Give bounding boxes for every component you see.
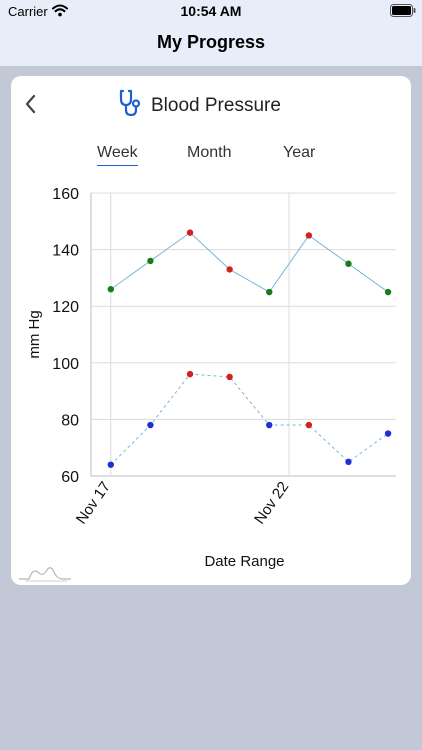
card-title: Blood Pressure: [151, 95, 281, 116]
x-tick-label: Nov 17: [73, 479, 114, 528]
diastolic-data-point: [107, 461, 115, 468]
diastolic-data-point: [226, 373, 233, 381]
nav-bar: My Progress: [0, 24, 422, 66]
y-axis-title: mm Hg: [26, 310, 43, 358]
y-tick-label: 120: [52, 299, 79, 316]
systolic-data-point: [345, 260, 352, 267]
status-time: 10:54 AM: [180, 3, 242, 19]
carrier-label: Carrier: [8, 4, 48, 19]
diastolic-data-point: [266, 421, 273, 429]
x-axis-title: Date Range: [204, 553, 284, 570]
systolic-data-point: [186, 229, 194, 236]
systolic-data-point: [305, 232, 313, 239]
stethoscope-icon: [119, 89, 141, 117]
tab-month-label: Month: [187, 144, 232, 161]
diastolic-data-point: [147, 421, 154, 429]
x-tick-label: Nov 22: [251, 479, 292, 528]
tab-year-label: Year: [283, 144, 316, 161]
y-tick-label: 100: [52, 356, 79, 373]
systolic-data-point: [266, 288, 273, 296]
systolic-data-point: [226, 266, 233, 273]
diastolic-series-line: [110, 373, 389, 466]
diastolic-data-point: [305, 421, 313, 429]
diastolic-data-point: [186, 370, 194, 378]
diastolic-data-point: [345, 458, 352, 466]
page-title: My Progress: [156, 32, 266, 52]
blood-pressure-chart: 60 80 100 120 140 160 Nov 17 Nov 22 mm Hg Date Ra…: [26, 186, 396, 570]
systolic-data-point: [384, 288, 392, 296]
tab-week[interactable]: Week: [97, 144, 138, 166]
blood-pressure-card: Blood Pressure Week Month Year 60 80 100 12…: [11, 76, 411, 585]
y-tick-label: 60: [61, 469, 79, 486]
back-button[interactable]: [19, 90, 43, 118]
y-tick-label: 140: [52, 243, 79, 260]
app-logo-icon: [19, 567, 71, 582]
y-tick-label: 80: [61, 412, 79, 429]
systolic-series-line: [110, 231, 389, 293]
tab-month[interactable]: Month: [187, 144, 231, 162]
tab-selected-indicator: [97, 165, 138, 166]
tab-year[interactable]: Year: [283, 144, 315, 162]
systolic-data-point: [107, 286, 115, 293]
tab-week-label: Week: [97, 144, 138, 161]
status-bar: Carrier 10:54 AM: [0, 0, 422, 24]
systolic-data-point: [147, 257, 154, 265]
diastolic-data-point: [384, 430, 392, 437]
battery-icon: [390, 4, 416, 17]
wifi-icon: [52, 4, 68, 17]
y-tick-label: 160: [52, 186, 79, 203]
